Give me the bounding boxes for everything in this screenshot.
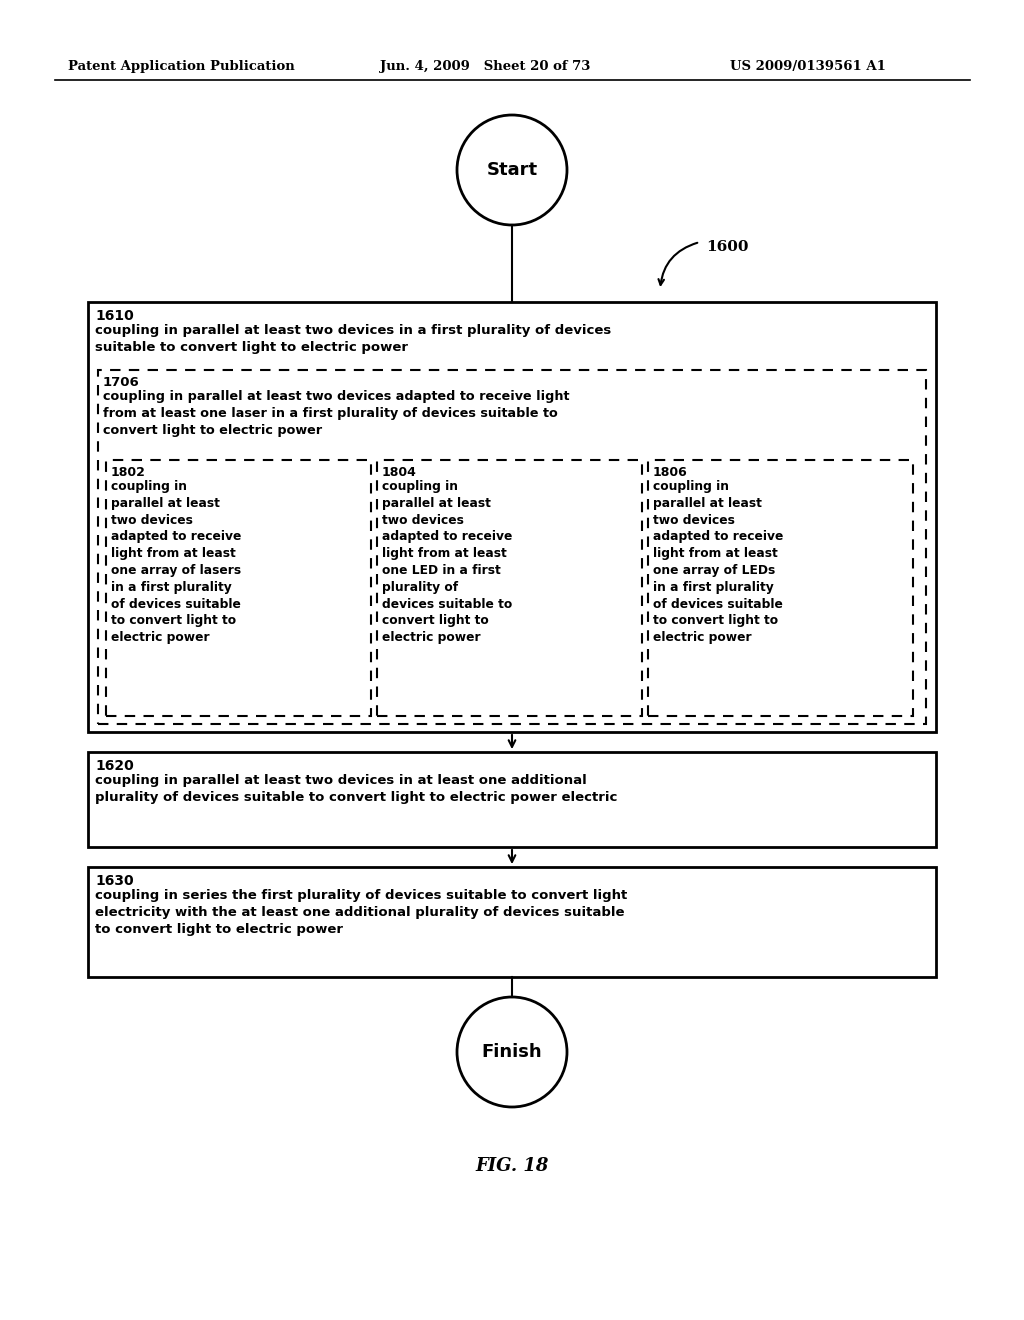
Text: 1610: 1610 xyxy=(95,309,134,323)
Bar xyxy=(88,752,936,847)
Text: Start: Start xyxy=(486,161,538,180)
Text: coupling in parallel at least two devices adapted to receive light
from at least: coupling in parallel at least two device… xyxy=(103,389,569,437)
Text: coupling in
parallel at least
two devices
adapted to receive
light from at least: coupling in parallel at least two device… xyxy=(653,480,783,644)
Text: coupling in parallel at least two devices in at least one additional
plurality o: coupling in parallel at least two device… xyxy=(95,774,617,804)
Text: Patent Application Publication: Patent Application Publication xyxy=(68,59,295,73)
Text: 1630: 1630 xyxy=(95,874,133,888)
Text: coupling in
parallel at least
two devices
adapted to receive
light from at least: coupling in parallel at least two device… xyxy=(382,480,512,644)
Text: Finish: Finish xyxy=(481,1043,543,1061)
Text: US 2009/0139561 A1: US 2009/0139561 A1 xyxy=(730,59,886,73)
Text: 1806: 1806 xyxy=(653,466,688,479)
Text: FIG. 18: FIG. 18 xyxy=(475,1158,549,1175)
Bar xyxy=(106,459,371,715)
Text: coupling in series the first plurality of devices suitable to convert light
elec: coupling in series the first plurality o… xyxy=(95,888,628,936)
Bar xyxy=(648,459,913,715)
Bar xyxy=(88,302,936,733)
Text: coupling in parallel at least two devices in a first plurality of devices
suitab: coupling in parallel at least two device… xyxy=(95,323,611,354)
Text: Jun. 4, 2009   Sheet 20 of 73: Jun. 4, 2009 Sheet 20 of 73 xyxy=(380,59,591,73)
Bar xyxy=(98,370,926,723)
Text: 1600: 1600 xyxy=(706,240,749,253)
Bar xyxy=(377,459,642,715)
Text: coupling in
parallel at least
two devices
adapted to receive
light from at least: coupling in parallel at least two device… xyxy=(111,480,242,644)
Bar xyxy=(88,867,936,977)
Text: 1620: 1620 xyxy=(95,759,134,774)
Text: 1802: 1802 xyxy=(111,466,145,479)
Text: 1804: 1804 xyxy=(382,466,417,479)
Text: 1706: 1706 xyxy=(103,376,139,389)
